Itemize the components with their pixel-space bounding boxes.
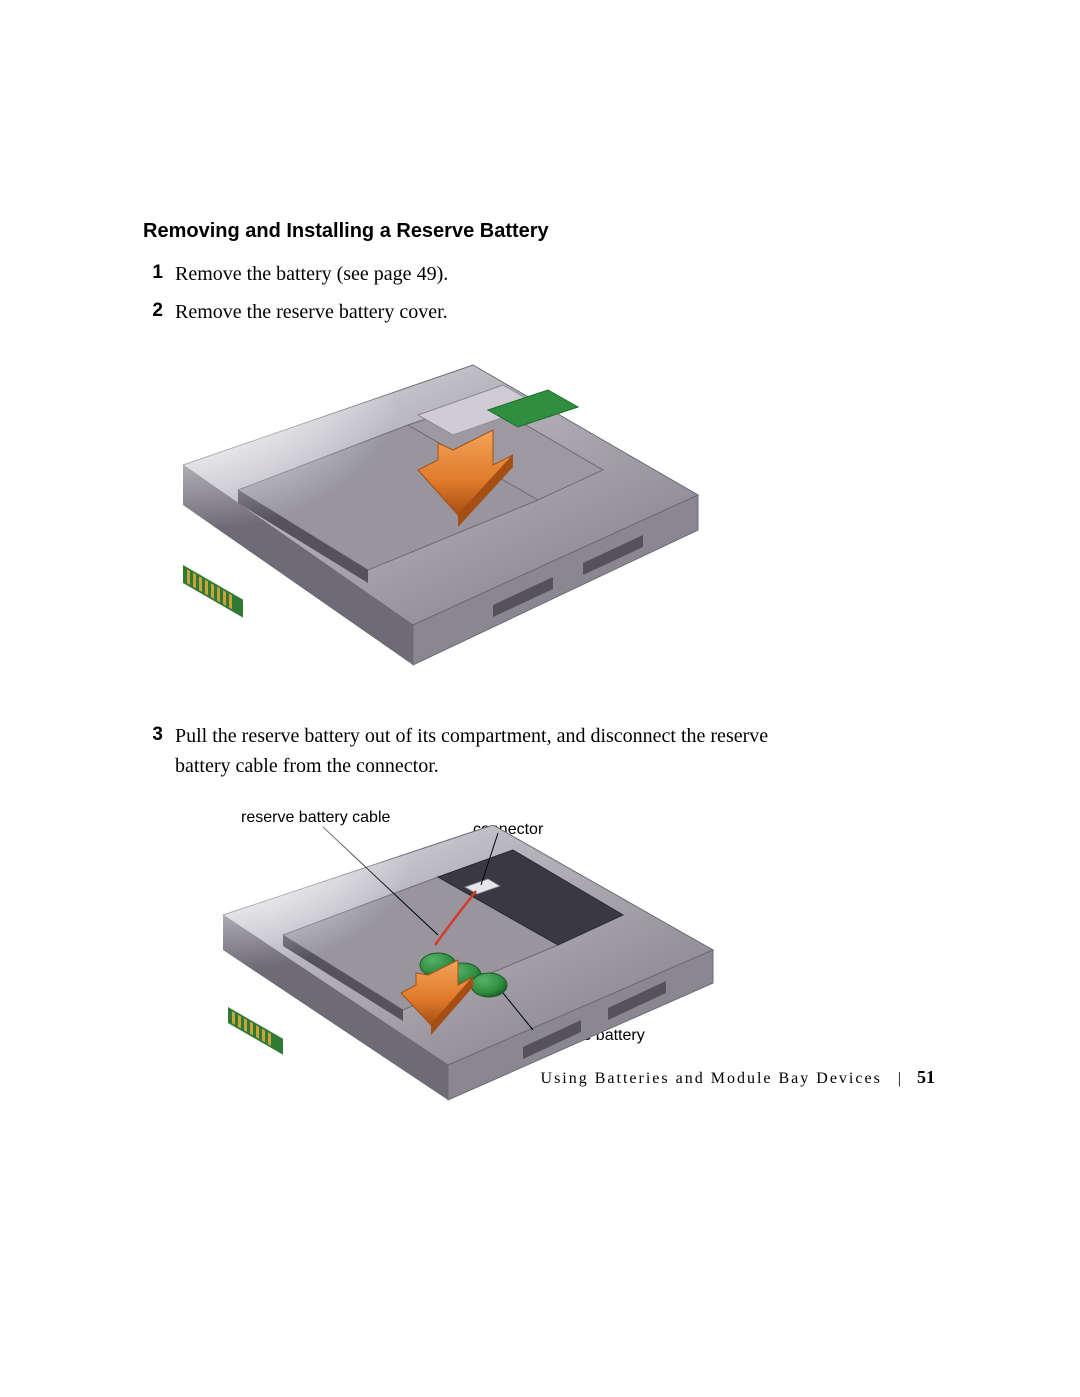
step-number: 2 <box>143 297 163 327</box>
step-number: 3 <box>143 721 163 781</box>
step-list: 1 Remove the battery (see page 49). 2 Re… <box>143 259 933 327</box>
page-footer: Using Batteries and Module Bay Devices |… <box>0 1067 1080 1088</box>
section-heading: Removing and Installing a Reserve Batter… <box>143 220 933 243</box>
step-text: Remove the battery (see page 49). <box>175 259 448 289</box>
laptop-underside-illustration-1 <box>143 355 703 685</box>
step-text: Pull the reserve battery out of its comp… <box>175 721 795 781</box>
footer-separator: | <box>898 1070 901 1087</box>
step-list-continued: 3 Pull the reserve battery out of its co… <box>143 721 933 781</box>
step-text: Remove the reserve battery cover. <box>175 297 448 327</box>
step-number: 1 <box>143 259 163 289</box>
step-3: 3 Pull the reserve battery out of its co… <box>143 721 933 781</box>
footer-section: Using Batteries and Module Bay Devices <box>541 1070 882 1087</box>
step-1: 1 Remove the battery (see page 49). <box>143 259 933 289</box>
page-number: 51 <box>917 1067 935 1087</box>
step-2: 2 Remove the reserve battery cover. <box>143 297 933 327</box>
figure-remove-cover <box>143 355 933 685</box>
